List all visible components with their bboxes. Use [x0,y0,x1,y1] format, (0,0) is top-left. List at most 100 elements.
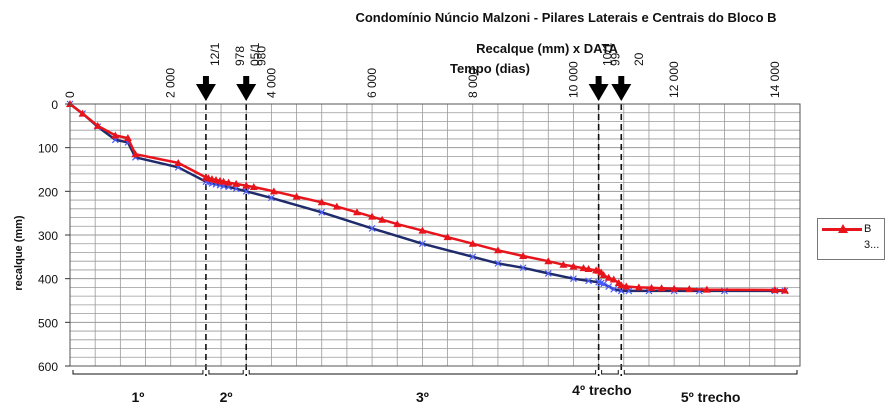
data-point [224,178,233,186]
series-layer [66,100,789,295]
x-tick-label: 2 000 [164,68,178,98]
data-point [368,212,377,220]
data-point [242,181,251,189]
data-point [579,264,588,272]
data-point [93,121,102,129]
marker-year-label: 99 [608,52,622,66]
legend-swatch-3 [822,243,862,247]
trecho-lines [205,84,623,376]
stage-arrows [195,76,632,101]
data-point [269,187,278,195]
extra-top-label: 20 [632,52,646,66]
data-point [418,226,427,234]
data-point [378,215,387,223]
data-point [267,194,275,202]
chart-title: Condomínio Núncio Malzoni - Pilares Late… [355,10,776,25]
y-tick-label: 0 [51,98,58,112]
data-point [647,283,656,291]
legend-swatch-b [822,223,862,233]
data-point [605,283,613,290]
data-point [604,273,613,281]
trecho-bracket [601,370,619,375]
x-axis-label: Tempo (dias) [450,61,530,76]
data-point [174,158,183,166]
data-point [232,179,241,187]
x-tick-label: 8 000 [466,68,480,98]
data-point [570,275,577,283]
trecho-bracket [208,370,244,375]
data-point [393,220,402,228]
data-point [584,265,593,273]
trecho-label: 1º [132,389,145,405]
data-point [317,198,326,206]
down-arrow-icon [195,84,216,101]
series-line [69,103,785,292]
x-tick-label: 14 000 [768,61,782,98]
series-line [69,103,785,293]
data-point [443,233,452,241]
data-point [609,275,618,283]
y-tick-label: 100 [38,142,58,156]
data-point [418,240,426,248]
marker-year-label: 978 [233,46,247,66]
arrow-shaft [595,76,602,84]
data-point [249,182,258,190]
trecho-bracket [248,370,597,375]
chart-subtitle: Recalque (mm) x DATA [476,41,618,56]
data-point [634,283,643,291]
data-point [610,285,618,293]
x-tick-label: 10 000 [566,61,580,98]
data-point [702,285,711,293]
data-point [131,150,140,158]
x-tick-label: 0 [63,91,77,98]
data-point [493,246,502,254]
data-point [559,260,568,268]
data-point [292,192,301,200]
arrow-shaft [243,76,250,84]
data-point [544,257,553,265]
trecho-brackets: 1º 2º 3º 4º trecho 5º trecho [72,370,798,405]
trecho-bracket [623,370,798,375]
axes: 0 100 200 300 400 500 600 0 2 000 4 000 6 000 8 000… [38,42,782,374]
data-point [622,282,631,290]
legend-item-3: 3... [822,239,879,253]
legend: B 3... [817,218,885,260]
data-point [544,270,552,277]
data-point [599,271,608,279]
data-point [569,262,578,270]
data-point [123,134,132,142]
down-arrow-icon [236,84,257,101]
data-point [657,284,666,292]
data-point [600,280,608,288]
data-point [780,286,789,294]
data-point [242,187,250,195]
arrow-shaft [202,76,209,84]
trecho-label: 4º trecho [572,382,632,398]
data-point [617,281,626,289]
data-point [468,239,477,247]
arrow-shaft [618,76,625,84]
data-point [469,253,477,261]
trecho-label: 5º trecho [681,389,741,405]
y-tick-label: 400 [38,273,58,287]
x-tick-label: 4 000 [264,68,278,98]
extra-top-label: 980 [254,46,268,66]
legend-label-3: 3... [864,239,880,252]
legend-item-b: B [822,223,871,237]
y-tick-label: 600 [38,360,58,374]
x-tick-label: 6 000 [365,68,379,98]
trecho-label: 3º [416,389,429,405]
marker-date-label: 05/1 [248,42,262,66]
marker-date-label: 12/1 [208,42,222,66]
marker-date-label: 10/1 [601,42,615,66]
data-point [318,208,326,216]
y-tick-label: 200 [38,185,58,199]
x-tick-label: 12 000 [667,61,681,98]
data-point [352,208,361,216]
data-point [585,277,592,285]
data-point [685,285,694,293]
y-tick-label: 300 [38,229,58,243]
down-arrow-icon [588,84,609,101]
y-tick-label: 500 [38,316,58,330]
